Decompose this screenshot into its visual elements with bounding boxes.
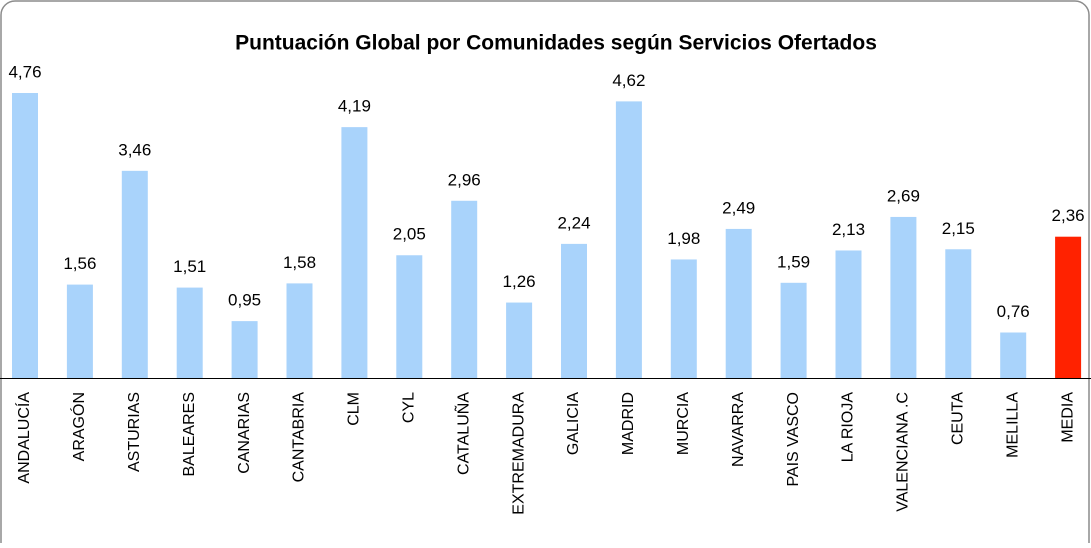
value-label: 4,19: [338, 97, 371, 116]
value-label: 2,05: [393, 225, 426, 244]
value-label: 2,36: [1052, 206, 1085, 225]
x-tick-label: VALENCIANA .C: [895, 392, 912, 512]
bar: [615, 101, 642, 378]
bar: [66, 284, 93, 378]
bar: [835, 250, 862, 378]
x-tick-label: LA RIOJA: [840, 392, 857, 463]
bar: [1055, 236, 1082, 378]
x-tick-label: MELILLA: [1004, 392, 1021, 458]
bar: [341, 127, 368, 379]
value-label: 2,96: [448, 170, 481, 189]
value-label: 1,58: [283, 253, 316, 272]
value-label: 1,56: [63, 254, 96, 273]
bar: [12, 93, 38, 378]
value-label: 4,76: [8, 62, 41, 81]
x-tick-label: EXTREMADURA: [510, 392, 527, 515]
bar: [670, 259, 697, 378]
bar: [286, 283, 313, 378]
value-label: 2,13: [832, 220, 865, 239]
x-tick-label: MADRID: [620, 392, 637, 455]
x-tick-label: CATALUÑA: [452, 392, 472, 475]
bar: [176, 287, 203, 378]
x-tick-label: MURCIA: [675, 392, 692, 455]
bar: [890, 216, 917, 378]
x-tick-label: MEDIA: [1059, 392, 1076, 443]
x-tick-label: CEUTA: [950, 392, 967, 445]
bar: [725, 228, 752, 378]
value-label: 1,59: [777, 252, 810, 271]
value-label: 1,26: [503, 272, 536, 291]
bar: [451, 200, 478, 378]
value-label: 1,51: [173, 257, 206, 276]
value-label: 2,49: [722, 198, 755, 217]
bar: [1000, 332, 1027, 378]
value-label: 0,76: [997, 302, 1030, 321]
value-label: 1,98: [667, 229, 700, 248]
x-tick-label: NAVARRA: [730, 392, 747, 467]
x-tick-label: CANARIAS: [236, 392, 253, 474]
bar: [945, 249, 972, 378]
bar: [506, 302, 533, 378]
bar: [780, 282, 807, 378]
x-tick-label: GALICIA: [565, 392, 582, 455]
chart-title: Puntuación Global por Comunidades según …: [235, 32, 877, 55]
value-label: 0,95: [228, 291, 261, 310]
x-tick-label: CYL: [401, 392, 418, 423]
bar: [396, 255, 423, 378]
value-label: 2,15: [942, 219, 975, 238]
value-label: 2,69: [887, 186, 920, 205]
x-tick-label: CANTABRIA: [291, 392, 308, 483]
x-tick-label: ARAGÓN: [69, 392, 88, 461]
bar: [231, 321, 258, 378]
x-tick-label: ANDALUCÍA: [14, 392, 33, 484]
value-label: 4,62: [612, 71, 645, 90]
value-label: 3,46: [118, 140, 151, 159]
x-tick-label: BALEARES: [181, 392, 198, 476]
x-tick-label: ASTURIAS: [126, 392, 143, 472]
x-tick-label: PAIS VASCO: [785, 392, 802, 487]
x-tick-label: CLM: [346, 392, 363, 426]
value-label: 2,24: [557, 213, 590, 232]
bar: [561, 243, 587, 378]
bar: [121, 170, 148, 378]
